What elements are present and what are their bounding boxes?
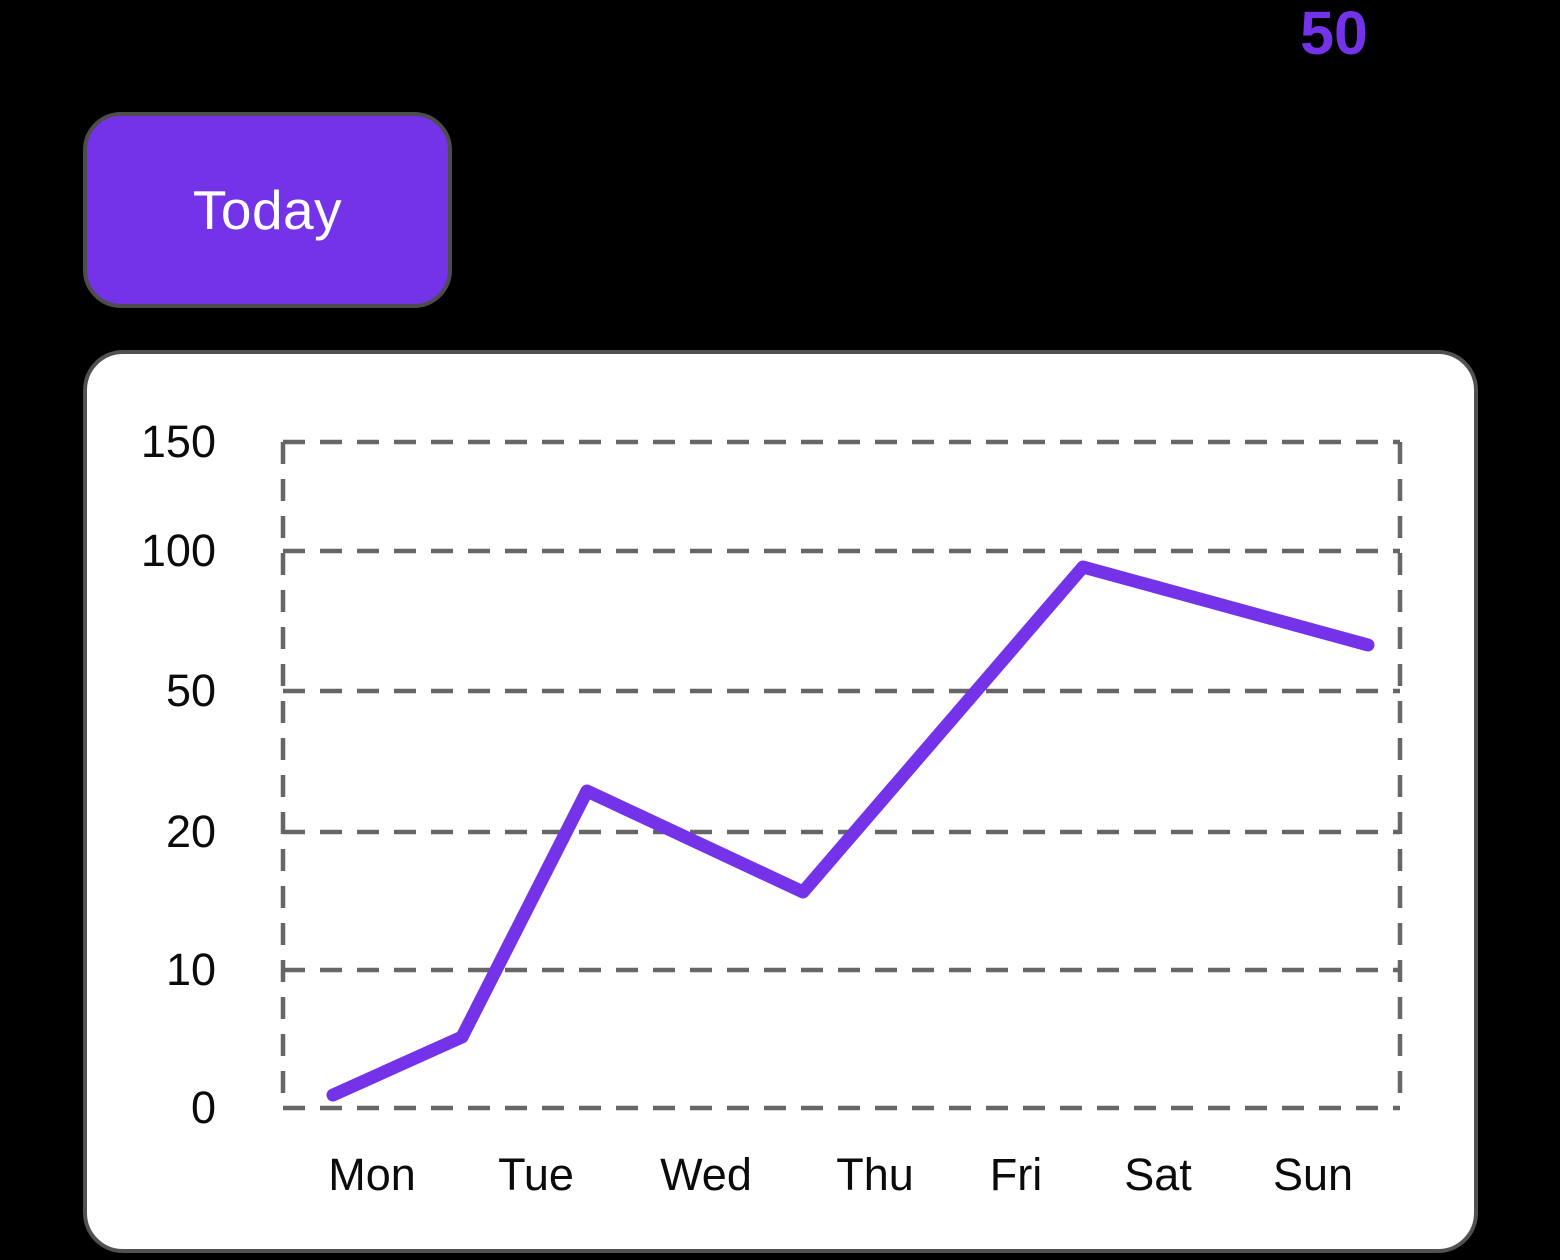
x-axis-day-label: Wed [660, 1149, 752, 1200]
y-axis-tick-label: 150 [140, 416, 216, 467]
today-button[interactable]: Today [83, 112, 452, 308]
stat-value: 50 [1300, 0, 1368, 67]
x-axis-day-label: Mon [328, 1149, 416, 1200]
x-axis-day-label: Sun [1272, 1149, 1354, 1200]
x-axis-day-label: Fri [989, 1149, 1043, 1200]
y-axis-tick-label: 10 [165, 944, 216, 995]
x-axis-day-label: Thu [836, 1149, 914, 1200]
y-axis-tick-label: 20 [165, 806, 216, 857]
x-axis-day-label: Sat [1124, 1149, 1192, 1200]
y-axis-tick-label: 0 [190, 1082, 216, 1133]
x-axis-day-label: Tue [498, 1149, 574, 1200]
chart-card [83, 350, 1478, 1253]
today-button-label: Today [192, 179, 343, 241]
y-axis-tick-label: 50 [165, 665, 216, 716]
y-axis-tick-label: 100 [140, 525, 216, 576]
